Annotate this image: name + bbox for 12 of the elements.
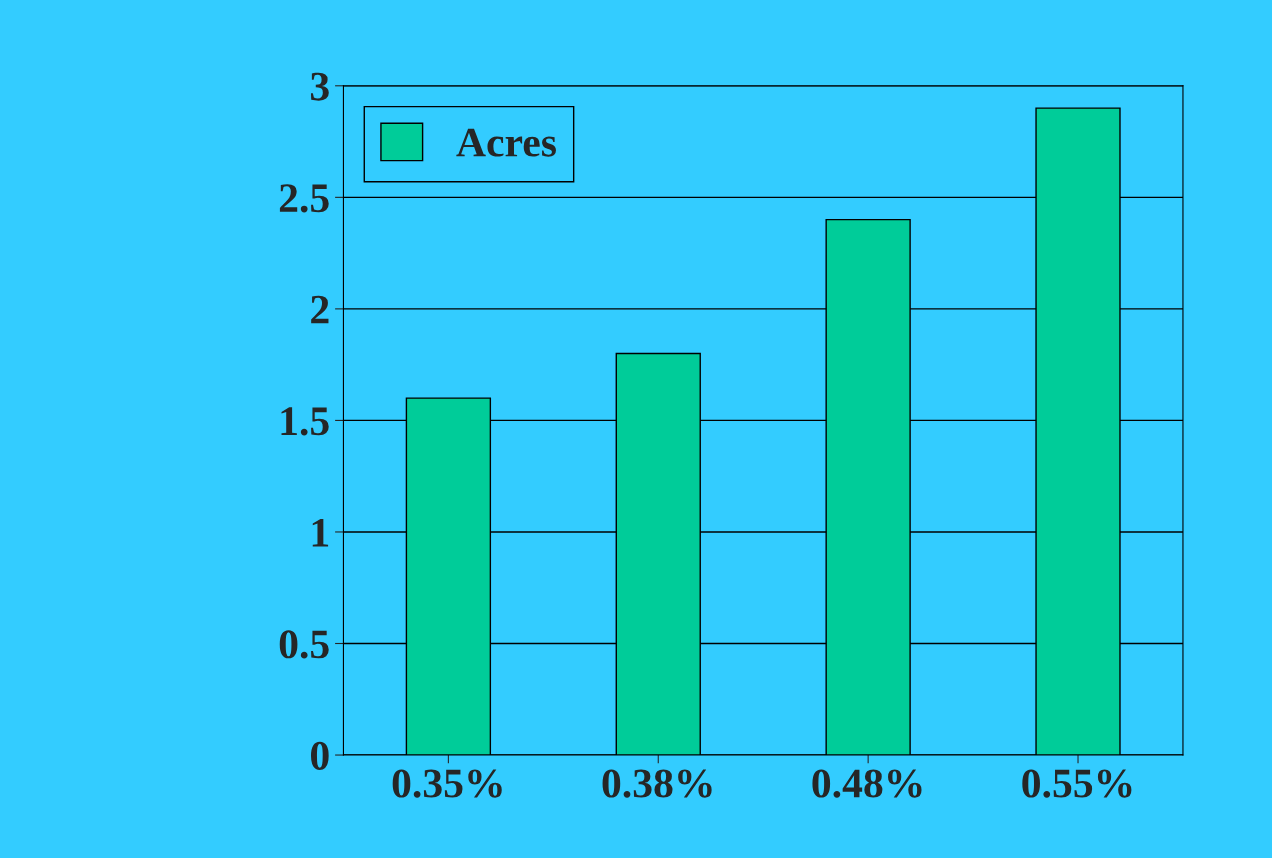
legend-label: Acres xyxy=(456,128,556,157)
y-tick-label: 1 xyxy=(312,518,329,547)
x-tick-label: 0.48% xyxy=(812,769,922,798)
x-tick-label: 0.55% xyxy=(1022,769,1132,798)
x-tick-label: 0.35% xyxy=(392,769,502,798)
y-tick-label: 3 xyxy=(310,72,329,101)
y-tick-label: 1.5 xyxy=(281,407,329,436)
y-tick-label: 2 xyxy=(311,295,329,324)
y-tick-label: 2.5 xyxy=(279,184,329,213)
x-tick-label: 0.38% xyxy=(602,769,712,798)
y-tick-label: 0 xyxy=(311,741,329,770)
y-tick-label: 0.5 xyxy=(279,630,329,659)
